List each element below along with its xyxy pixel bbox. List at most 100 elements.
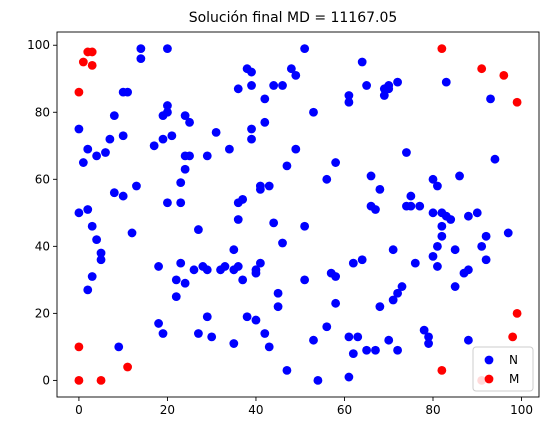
- point-N-156: [446, 215, 456, 224]
- point-N-126: [379, 91, 389, 100]
- point-N-44: [180, 111, 190, 121]
- point-M-16: [512, 97, 522, 107]
- point-N-111: [344, 372, 354, 382]
- point-N-65: [233, 215, 243, 224]
- point-N-139: [406, 201, 416, 211]
- point-N-108: [344, 91, 354, 100]
- point-N-12: [109, 111, 119, 121]
- y-tick-label-5: 100: [27, 38, 50, 52]
- point-N-43: [180, 278, 190, 288]
- point-N-23: [136, 54, 146, 64]
- point-N-11: [105, 134, 115, 144]
- point-N-124: [375, 184, 385, 194]
- point-N-96: [300, 44, 310, 53]
- x-tick-label-1: 20: [160, 403, 175, 417]
- point-N-59: [229, 245, 239, 255]
- point-N-31: [163, 44, 172, 53]
- point-N-130: [388, 245, 398, 255]
- y-tick-label-0: 0: [42, 373, 50, 387]
- point-N-5: [87, 221, 97, 231]
- point-N-52: [202, 151, 212, 161]
- point-N-81: [260, 117, 270, 127]
- point-N-2: [78, 158, 88, 167]
- point-N-40: [176, 178, 186, 188]
- point-N-86: [269, 218, 279, 228]
- point-N-83: [264, 181, 274, 191]
- x-tick-label-3: 60: [337, 403, 352, 417]
- point-N-153: [437, 231, 447, 241]
- point-N-21: [87, 272, 97, 281]
- point-N-71: [247, 124, 256, 134]
- point-N-121: [371, 205, 380, 214]
- point-N-69: [242, 312, 252, 322]
- point-N-103: [322, 322, 332, 332]
- point-N-37: [171, 275, 181, 285]
- point-N-66: [238, 275, 248, 285]
- point-N-149: [433, 241, 442, 251]
- point-N-46: [185, 117, 194, 127]
- point-N-7: [92, 235, 102, 245]
- point-N-100: [309, 335, 318, 345]
- point-N-3: [83, 144, 93, 154]
- point-M-9: [437, 44, 447, 53]
- point-N-49: [194, 329, 203, 338]
- point-N-138: [406, 191, 416, 201]
- point-M-10: [437, 365, 447, 375]
- legend-label-N: N: [509, 353, 518, 367]
- point-N-168: [486, 94, 495, 104]
- x-tick-label-5: 100: [510, 403, 533, 417]
- point-M-13: [499, 71, 509, 80]
- point-N-91: [282, 161, 292, 171]
- point-N-88: [273, 302, 283, 312]
- point-N-38: [176, 258, 186, 268]
- point-N-27: [154, 319, 163, 328]
- point-N-113: [348, 349, 358, 358]
- x-tick-label-4: 80: [425, 403, 440, 417]
- point-N-120: [366, 171, 376, 181]
- point-N-63: [233, 84, 243, 94]
- y-tick-label-3: 60: [35, 172, 50, 186]
- point-M-8: [123, 362, 132, 372]
- point-N-79: [255, 184, 265, 194]
- point-N-166: [481, 231, 491, 241]
- point-N-75: [251, 315, 261, 325]
- point-N-57: [220, 262, 230, 271]
- y-tick-label-2: 40: [35, 239, 50, 253]
- point-N-109: [344, 97, 354, 107]
- point-N-164: [472, 208, 482, 218]
- point-N-10: [101, 148, 110, 157]
- series-M: [74, 44, 522, 385]
- point-M-1: [74, 342, 84, 352]
- point-N-116: [357, 255, 367, 265]
- point-N-133: [393, 288, 402, 298]
- point-N-97: [300, 221, 310, 231]
- point-N-94: [291, 71, 301, 80]
- point-N-107: [331, 298, 341, 308]
- point-N-158: [450, 282, 460, 291]
- legend-box: [472, 346, 534, 392]
- point-N-161: [464, 265, 473, 275]
- point-N-4: [83, 205, 93, 214]
- point-N-18: [123, 87, 132, 97]
- point-N-131: [388, 295, 398, 305]
- y-axis: 0 20 40 60 80 100: [27, 38, 57, 387]
- point-N-105: [331, 158, 341, 167]
- point-N-29: [158, 134, 168, 144]
- point-M-15: [512, 308, 522, 318]
- x-tick-label-0: 0: [75, 403, 83, 417]
- point-N-32: [163, 101, 172, 110]
- point-N-114: [353, 332, 363, 342]
- y-tick-label-1: 20: [35, 306, 50, 320]
- point-N-34: [163, 198, 172, 208]
- points-layer: [74, 44, 522, 385]
- point-M-5: [87, 47, 97, 57]
- point-N-76: [251, 265, 261, 275]
- point-N-84: [264, 342, 274, 352]
- x-axis: 0 20 40 60 80 100: [75, 397, 533, 417]
- series-N: [74, 44, 513, 385]
- point-N-36: [171, 292, 181, 302]
- point-N-157: [450, 245, 460, 255]
- point-N-117: [362, 81, 371, 90]
- point-N-132: [393, 345, 402, 355]
- point-N-143: [424, 332, 433, 342]
